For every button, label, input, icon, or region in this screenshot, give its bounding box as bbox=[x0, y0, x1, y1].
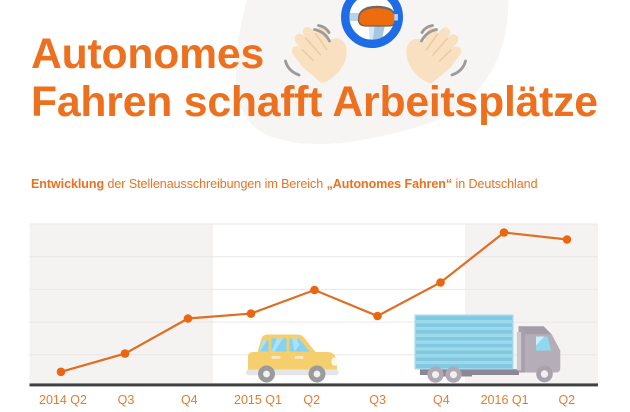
svg-text:Q3: Q3 bbox=[369, 393, 386, 407]
svg-text:Q3: Q3 bbox=[118, 393, 135, 407]
svg-text:Q2: Q2 bbox=[558, 393, 575, 407]
svg-text:Q4: Q4 bbox=[181, 393, 198, 407]
svg-text:2015 Q1: 2015 Q1 bbox=[234, 393, 282, 407]
svg-text:2014 Q2: 2014 Q2 bbox=[39, 393, 87, 407]
svg-text:Q2: Q2 bbox=[303, 393, 320, 407]
svg-text:2016 Q1: 2016 Q1 bbox=[481, 393, 529, 407]
svg-text:Q4: Q4 bbox=[433, 393, 450, 407]
